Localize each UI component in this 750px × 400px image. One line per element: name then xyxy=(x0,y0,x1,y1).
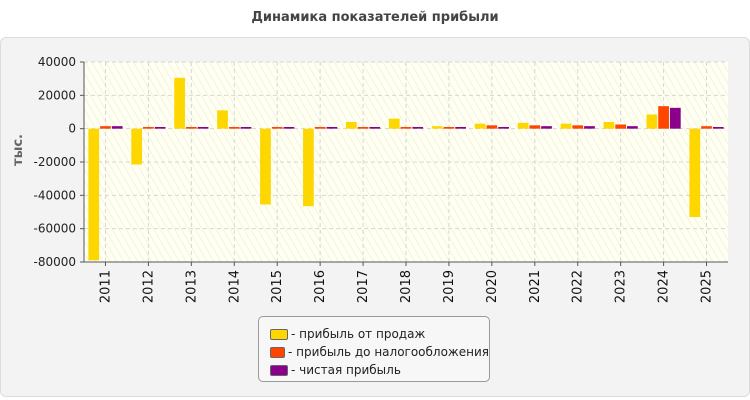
bar xyxy=(88,128,100,261)
x-tick-label: 2014 xyxy=(227,270,242,303)
bar xyxy=(131,128,143,165)
bar xyxy=(271,127,283,129)
x-tick-label: 2025 xyxy=(700,270,715,303)
bar xyxy=(646,114,658,129)
y-tick-label: 40000 xyxy=(38,55,76,69)
x-tick-label: 2018 xyxy=(399,270,414,303)
legend-swatch-sales xyxy=(270,328,288,340)
x-tick-label: 2024 xyxy=(657,270,672,303)
y-tick-label: -80000 xyxy=(33,255,76,269)
y-tick-label: -60000 xyxy=(33,222,76,236)
bar xyxy=(217,110,228,129)
x-tick-label: 2023 xyxy=(614,270,629,303)
x-tick-label: 2020 xyxy=(485,270,500,303)
legend-item: - прибыль до налогообложения xyxy=(270,343,489,361)
bar xyxy=(345,122,357,129)
bar xyxy=(443,127,455,129)
bar xyxy=(400,127,412,129)
bar xyxy=(689,128,701,217)
bar xyxy=(369,127,381,129)
bar xyxy=(174,77,185,129)
legend-swatch-net xyxy=(270,364,288,376)
bar xyxy=(701,126,712,129)
bar xyxy=(326,127,338,129)
bar xyxy=(560,123,572,129)
legend-swatch-pretax xyxy=(270,346,286,358)
y-tick-label: 0 xyxy=(68,122,76,136)
x-tick-label: 2011 xyxy=(98,270,113,303)
bar xyxy=(260,128,271,205)
bar xyxy=(529,125,541,129)
bar xyxy=(185,127,197,129)
bar xyxy=(712,127,724,129)
x-tick-label: 2022 xyxy=(571,270,586,303)
x-tick-label: 2016 xyxy=(313,270,328,303)
x-tick-label: 2021 xyxy=(528,270,543,303)
bar xyxy=(100,126,111,129)
y-axis-label: тыс. xyxy=(11,134,26,166)
x-tick-label: 2017 xyxy=(356,270,371,303)
x-tick-label: 2019 xyxy=(442,270,457,303)
y-tick-label: -20000 xyxy=(33,155,76,169)
bar xyxy=(498,127,509,129)
chart-legend: - прибыль от продаж - прибыль до налогоо… xyxy=(258,316,490,382)
bar xyxy=(357,127,369,129)
bar xyxy=(303,128,314,207)
bar xyxy=(388,118,400,129)
legend-item: - чистая прибыль xyxy=(270,361,489,379)
bar xyxy=(228,127,240,129)
bar xyxy=(584,126,595,129)
x-tick-label: 2015 xyxy=(270,270,285,303)
bar xyxy=(517,122,529,129)
bar xyxy=(572,125,584,129)
bar xyxy=(314,127,326,129)
bar xyxy=(111,126,123,129)
bar xyxy=(455,127,467,129)
bar xyxy=(486,125,498,129)
bar xyxy=(154,127,166,129)
bar xyxy=(431,126,443,129)
bar xyxy=(615,124,627,129)
x-tick-label: 2013 xyxy=(184,270,199,303)
y-tick-label: -40000 xyxy=(33,188,76,202)
y-tick-label: 20000 xyxy=(38,88,76,102)
bar xyxy=(669,107,681,129)
bar xyxy=(474,123,486,129)
bar xyxy=(143,127,154,129)
bar xyxy=(603,122,615,129)
bar xyxy=(197,127,209,129)
x-tick-label: 2012 xyxy=(141,270,156,303)
legend-label: - прибыль до налогообложения xyxy=(288,345,489,359)
chart-title: Динамика показателей прибыли xyxy=(251,10,499,25)
legend-label: - чистая прибыль xyxy=(291,363,401,377)
bar xyxy=(283,127,295,129)
bar xyxy=(412,127,424,129)
bar xyxy=(658,106,669,129)
legend-item: - прибыль от продаж xyxy=(270,325,489,343)
legend-label: - прибыль от продаж xyxy=(291,327,426,341)
chart-plot: 40000 20000 0 -20000 -40000 -60000 -80000 2011 2… xyxy=(11,55,728,303)
bar xyxy=(627,126,638,129)
bar xyxy=(240,127,252,129)
bar xyxy=(541,126,552,129)
